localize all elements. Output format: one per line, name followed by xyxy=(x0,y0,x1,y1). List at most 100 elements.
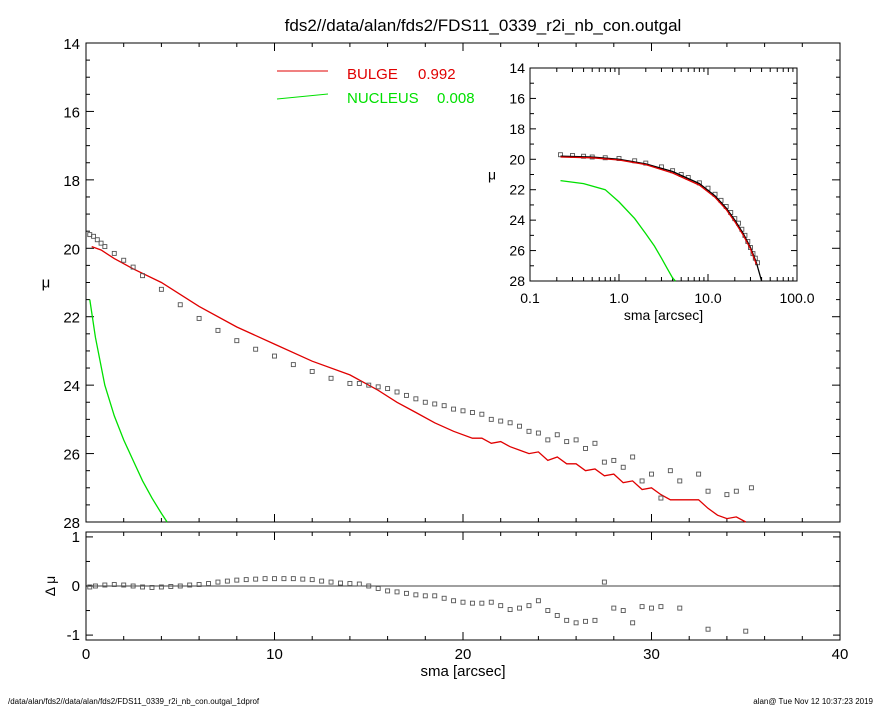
residual-ytick-label: -1 xyxy=(67,627,80,644)
residual-data-point xyxy=(385,588,391,594)
residual-data-point xyxy=(460,599,466,605)
main-data-point xyxy=(413,396,419,402)
residual-data-point xyxy=(535,598,541,604)
residual-data-point xyxy=(290,576,296,582)
main-ytick-label: 18 xyxy=(63,173,80,190)
footer-right-timestamp: alan@ Tue Nov 12 10:37:23 2019 xyxy=(753,697,873,706)
inset-xtick-label: 0.1 xyxy=(520,290,540,306)
residual-data-point xyxy=(620,608,626,613)
residual-data-point xyxy=(111,582,117,587)
main-data-point xyxy=(573,437,579,443)
main-data-point xyxy=(545,437,551,443)
residual-data-point xyxy=(743,628,749,634)
main-ytick-label: 20 xyxy=(63,241,80,258)
residual-data-point xyxy=(177,583,183,589)
main-data-point xyxy=(177,302,183,308)
residual-data-point xyxy=(705,626,711,632)
main-ytick-label: 14 xyxy=(63,36,80,53)
main-data-point xyxy=(272,353,277,359)
main-data-point xyxy=(111,250,117,256)
residual-xlabel: sma [arcsec] xyxy=(420,663,505,680)
residual-data-point xyxy=(187,582,193,588)
residual-data-point xyxy=(639,604,645,610)
residual-xtick-label: 10 xyxy=(266,646,283,663)
main-data-point xyxy=(733,488,739,494)
main-data-point xyxy=(696,471,702,477)
inset-xlabel: sma [arcsec] xyxy=(624,307,703,323)
legend-label-nucleus: NUCLEUS xyxy=(347,90,419,107)
residual-data-point xyxy=(102,582,108,588)
residual-xtick-label: 30 xyxy=(643,646,660,663)
main-data-point xyxy=(601,459,607,465)
residual-data-point xyxy=(573,620,579,626)
residual-data-point xyxy=(130,583,136,589)
residual-data-point xyxy=(87,584,93,590)
inset-xtick-label: 1.0 xyxy=(609,290,629,306)
main-ytick-label: 22 xyxy=(63,310,80,327)
main-series-line-nucleus xyxy=(89,299,168,523)
main-data-point xyxy=(234,338,240,344)
main-data-point xyxy=(630,454,636,460)
main-data-point xyxy=(724,492,730,498)
inset-series-line-3 xyxy=(560,179,676,282)
residual-data-point xyxy=(347,581,353,586)
residual-data-point xyxy=(262,576,268,582)
main-data-point xyxy=(196,315,202,321)
main-data-point xyxy=(526,428,532,434)
residual-data-point xyxy=(479,600,485,606)
residual-xtick-label: 0 xyxy=(82,646,90,663)
residual-data-point xyxy=(601,579,607,585)
main-data-point xyxy=(535,430,541,436)
main-data-point xyxy=(564,439,570,445)
residual-data-point xyxy=(507,607,513,613)
main-data-point xyxy=(507,420,513,426)
main-data-point xyxy=(583,445,588,451)
legend-line-nucleus xyxy=(276,93,329,100)
residual-data-point xyxy=(611,605,617,611)
main-ytick-label: 28 xyxy=(63,515,80,532)
residual-data-point xyxy=(432,593,438,599)
residual-data-point xyxy=(451,598,457,604)
residual-data-point xyxy=(224,578,230,584)
main-ylabel: μ xyxy=(42,275,51,292)
main-ytick-label: 24 xyxy=(63,378,80,395)
main-data-point xyxy=(677,478,683,484)
main-data-point xyxy=(748,485,754,491)
residual-data-point xyxy=(413,592,419,598)
residual-data-point xyxy=(517,605,522,611)
residual-ytick-label: 1 xyxy=(72,529,80,546)
main-data-point xyxy=(705,488,711,494)
residual-xtick-label: 20 xyxy=(455,646,472,663)
legend-value-nucleus: 0.008 xyxy=(437,90,475,107)
main-data-point xyxy=(554,432,560,438)
residual-data-point xyxy=(234,577,240,583)
main-data-point xyxy=(667,468,673,474)
main-data-point xyxy=(98,240,104,246)
inset-ytick-label: 26 xyxy=(509,243,525,259)
residual-data-point xyxy=(469,600,475,606)
inset-ytick-label: 18 xyxy=(509,121,525,137)
residual-data-point xyxy=(158,584,164,590)
residual-data-point xyxy=(338,580,343,586)
main-data-point xyxy=(620,464,626,470)
main-data-point xyxy=(121,257,127,263)
main-data-point xyxy=(385,386,391,392)
residual-data-point xyxy=(196,582,202,587)
main-ytick-label: 26 xyxy=(63,447,80,464)
residual-ytick-label: 0 xyxy=(72,578,80,595)
main-data-point xyxy=(140,273,146,279)
main-data-point xyxy=(158,286,164,292)
residual-data-point xyxy=(243,577,249,583)
main-data-point xyxy=(91,233,96,239)
main-data-point xyxy=(460,408,466,414)
footer-left-path: /data/alan/fds2//data/alan/fds2/FDS11_03… xyxy=(8,697,260,706)
main-data-point xyxy=(290,362,296,368)
residual-ylabel: Δ μ xyxy=(42,576,58,597)
residual-data-point xyxy=(92,583,98,589)
residual-data-point xyxy=(300,576,306,582)
residual-data-point xyxy=(677,605,683,611)
residual-data-point xyxy=(206,581,211,586)
main-data-point xyxy=(658,495,664,501)
residual-data-point xyxy=(498,603,504,609)
main-data-point xyxy=(102,244,108,250)
